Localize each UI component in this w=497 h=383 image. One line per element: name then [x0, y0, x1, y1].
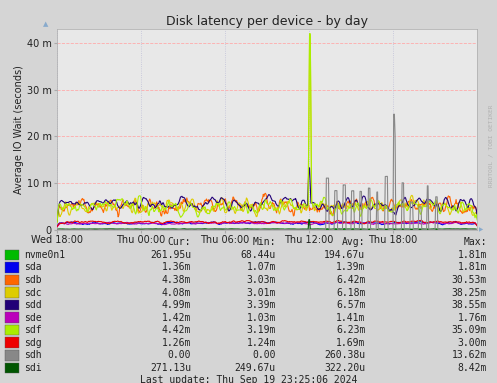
Bar — [5, 313, 19, 323]
Text: 68.44u: 68.44u — [241, 250, 276, 260]
Text: 1.24m: 1.24m — [247, 338, 276, 348]
Bar — [5, 275, 19, 285]
Text: 1.26m: 1.26m — [162, 338, 191, 348]
Text: sdb: sdb — [24, 275, 41, 285]
Text: 13.62m: 13.62m — [452, 350, 487, 360]
Text: 6.57m: 6.57m — [336, 300, 365, 310]
Text: 4.42m: 4.42m — [162, 325, 191, 335]
Y-axis label: Average IO Wait (seconds): Average IO Wait (seconds) — [14, 65, 24, 194]
Text: sdh: sdh — [24, 350, 41, 360]
Text: 0.00: 0.00 — [252, 350, 276, 360]
Text: 3.01m: 3.01m — [247, 288, 276, 298]
Text: 30.53m: 30.53m — [452, 275, 487, 285]
Text: Avg:: Avg: — [342, 237, 365, 247]
Text: 1.39m: 1.39m — [336, 262, 365, 272]
Text: Max:: Max: — [464, 237, 487, 247]
Text: 1.41m: 1.41m — [336, 313, 365, 322]
Bar — [5, 287, 19, 298]
Bar — [5, 325, 19, 336]
Text: 3.39m: 3.39m — [247, 300, 276, 310]
Text: ▶: ▶ — [479, 227, 483, 232]
Text: sdd: sdd — [24, 300, 41, 310]
Text: Cur:: Cur: — [168, 237, 191, 247]
Text: 3.00m: 3.00m — [458, 338, 487, 348]
Text: 1.76m: 1.76m — [458, 313, 487, 322]
Text: 1.81m: 1.81m — [458, 262, 487, 272]
Text: 261.95u: 261.95u — [150, 250, 191, 260]
Text: 1.69m: 1.69m — [336, 338, 365, 348]
Text: 38.55m: 38.55m — [452, 300, 487, 310]
Bar — [5, 350, 19, 361]
Text: 260.38u: 260.38u — [324, 350, 365, 360]
Text: 35.09m: 35.09m — [452, 325, 487, 335]
Text: sdg: sdg — [24, 338, 41, 348]
Text: RRDTOOL / TOBI OETIKER: RRDTOOL / TOBI OETIKER — [489, 104, 494, 187]
Text: sdc: sdc — [24, 288, 41, 298]
Text: 1.03m: 1.03m — [247, 313, 276, 322]
Text: sde: sde — [24, 313, 41, 322]
Text: Last update: Thu Sep 19 23:25:06 2024: Last update: Thu Sep 19 23:25:06 2024 — [140, 375, 357, 383]
Text: 1.42m: 1.42m — [162, 313, 191, 322]
Text: 0.00: 0.00 — [168, 350, 191, 360]
Text: 3.19m: 3.19m — [247, 325, 276, 335]
Bar — [5, 337, 19, 348]
Title: Disk latency per device - by day: Disk latency per device - by day — [166, 15, 368, 28]
Bar — [5, 250, 19, 260]
Text: sda: sda — [24, 262, 41, 272]
Text: sdi: sdi — [24, 363, 41, 373]
Text: 1.36m: 1.36m — [162, 262, 191, 272]
Text: 249.67u: 249.67u — [235, 363, 276, 373]
Text: 1.81m: 1.81m — [458, 250, 487, 260]
Text: 1.07m: 1.07m — [247, 262, 276, 272]
Text: 4.99m: 4.99m — [162, 300, 191, 310]
Text: 194.67u: 194.67u — [324, 250, 365, 260]
Text: 38.25m: 38.25m — [452, 288, 487, 298]
Text: 8.42m: 8.42m — [458, 363, 487, 373]
Bar — [5, 300, 19, 310]
Text: ▲: ▲ — [43, 21, 49, 27]
Text: 6.42m: 6.42m — [336, 275, 365, 285]
Bar — [5, 262, 19, 273]
Text: 322.20u: 322.20u — [324, 363, 365, 373]
Text: 4.38m: 4.38m — [162, 275, 191, 285]
Text: 6.18m: 6.18m — [336, 288, 365, 298]
Text: 3.03m: 3.03m — [247, 275, 276, 285]
Text: 4.08m: 4.08m — [162, 288, 191, 298]
Text: 6.23m: 6.23m — [336, 325, 365, 335]
Text: sdf: sdf — [24, 325, 41, 335]
Text: Min:: Min: — [252, 237, 276, 247]
Text: nvme0n1: nvme0n1 — [24, 250, 65, 260]
Bar — [5, 363, 19, 373]
Text: 271.13u: 271.13u — [150, 363, 191, 373]
